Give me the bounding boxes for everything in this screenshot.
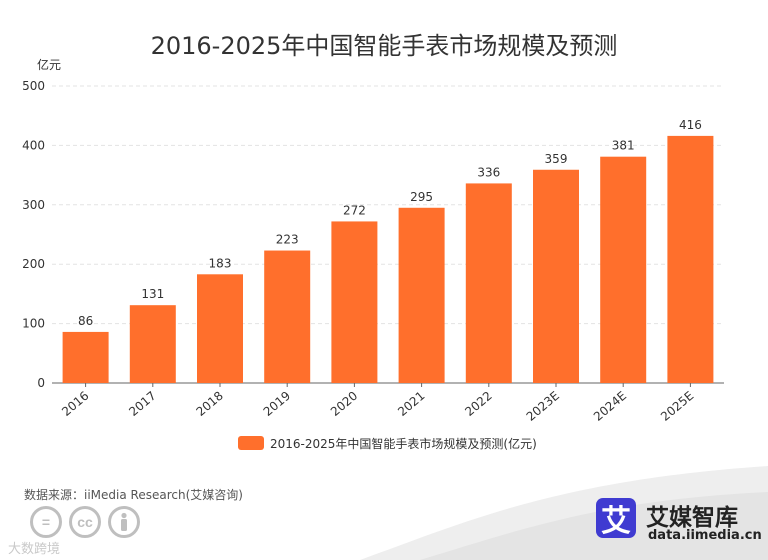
legend-swatch <box>238 436 264 450</box>
bar <box>129 305 176 383</box>
data-label: 295 <box>410 190 433 204</box>
data-label: 131 <box>141 287 164 301</box>
bar <box>398 207 445 383</box>
logo-mark: 艾 <box>596 498 636 539</box>
y-tick-label: 0 <box>37 376 45 390</box>
data-label: 336 <box>477 165 500 179</box>
logo-url: data.iimedia.cn <box>648 528 762 543</box>
data-source: 数据来源：iiMedia Research(艾媒咨询) <box>24 488 243 502</box>
watermark: 大数跨境 <box>8 542 61 557</box>
bar <box>600 156 647 383</box>
y-tick-label: 100 <box>22 317 45 331</box>
chart-title: 2016-2025年中国智能手表市场规模及预测 <box>150 32 618 60</box>
cc-icon: cc <box>69 506 101 538</box>
data-label: 381 <box>612 139 635 153</box>
bar <box>331 221 378 383</box>
data-label: 223 <box>276 233 299 247</box>
y-tick-label: 200 <box>22 257 45 271</box>
y-tick-label: 300 <box>22 198 45 212</box>
bar <box>533 169 579 383</box>
data-label: 183 <box>209 256 232 270</box>
bar <box>264 250 311 383</box>
bar <box>62 331 109 383</box>
legend-label: 2016-2025年中国智能手表市场规模及预测(亿元) <box>270 436 537 451</box>
data-label: 359 <box>545 152 568 166</box>
equals-icon: = <box>30 506 62 538</box>
y-axis-unit: 亿元 <box>37 58 62 72</box>
bar <box>667 135 714 383</box>
bar <box>465 183 512 383</box>
bar <box>197 274 243 383</box>
person-icon <box>108 506 140 538</box>
bar-chart: 0100200300400500862016131201718320182232… <box>22 79 724 424</box>
logo-name: 艾媒智库 <box>646 505 738 531</box>
data-label: 416 <box>679 118 702 132</box>
cc-license-icons: = cc <box>30 506 147 538</box>
data-label: 86 <box>78 314 93 328</box>
y-tick-label: 500 <box>22 79 45 93</box>
y-tick-label: 400 <box>22 138 45 152</box>
data-label: 272 <box>343 203 366 217</box>
legend: 2016-2025年中国智能手表市场规模及预测(亿元) <box>238 435 537 451</box>
